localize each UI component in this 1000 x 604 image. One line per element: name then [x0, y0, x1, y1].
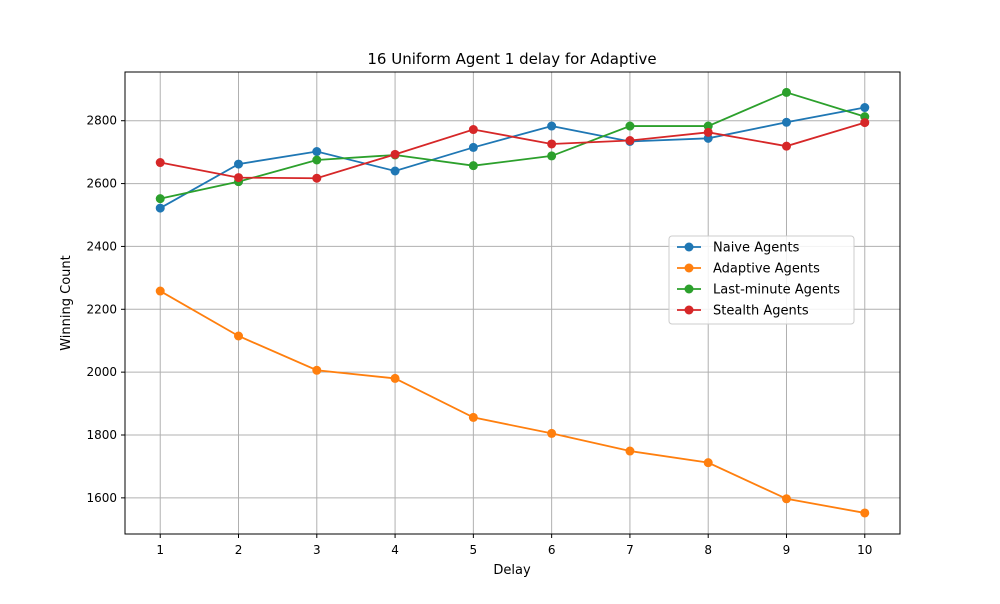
data-point-naive-agents: [155, 203, 165, 213]
data-point-naive-agents: [234, 159, 244, 169]
legend-item: Last-minute Agents: [677, 283, 840, 298]
legend-label: Last-minute Agents: [713, 283, 840, 298]
series-group: [155, 87, 870, 518]
series-naive-agents: [155, 103, 870, 213]
data-point-last-minute-agents: [312, 155, 322, 165]
data-point-last-minute-agents: [703, 121, 713, 131]
series-line-adaptive-agents: [159, 290, 865, 514]
series-line-naive-agents: [159, 106, 865, 209]
data-point-naive-agents: [390, 166, 400, 176]
x-tick-label: 9: [783, 543, 791, 557]
data-point-last-minute-agents: [155, 194, 165, 204]
y-tick-label: 2400: [86, 239, 117, 253]
data-point-stealth-agents: [547, 139, 557, 149]
data-point-last-minute-agents: [547, 151, 557, 161]
legend-item: Stealth Agents: [677, 304, 809, 319]
y-tick-label: 2000: [86, 365, 117, 379]
data-point-adaptive-agents: [468, 412, 478, 422]
legend-swatch-marker: [684, 242, 694, 252]
data-point-adaptive-agents: [312, 365, 322, 375]
x-tick-label: 8: [704, 543, 712, 557]
axis-ticks: 1 2 3 4 5 6 7 8 9 10 1600 1800 2000 2200 2400 2600 2800: [86, 114, 872, 557]
legend: Naive Agents Adaptive Agents Last-minute A…: [668, 235, 855, 325]
data-point-stealth-agents: [390, 149, 400, 159]
y-axis-label: Winning Count: [59, 255, 74, 351]
legend-swatch-marker: [684, 263, 694, 273]
legend-swatch-marker: [684, 284, 694, 294]
plot-frame: [124, 71, 901, 535]
data-point-adaptive-agents: [781, 494, 791, 504]
series-line-last-minute-agents: [160, 91, 866, 200]
data-point-stealth-agents: [234, 173, 244, 183]
data-point-naive-agents: [781, 117, 791, 127]
chart-title: 16 Uniform Agent 1 delay for Adaptive: [367, 50, 656, 68]
x-tick-label: 3: [313, 543, 321, 557]
data-point-last-minute-agents: [781, 87, 791, 97]
data-point-stealth-agents: [155, 158, 165, 168]
legend-label: Stealth Agents: [713, 304, 809, 319]
legend-item: Adaptive Agents: [677, 262, 820, 277]
data-point-adaptive-agents: [390, 373, 400, 383]
x-tick-label: 1: [156, 543, 164, 557]
x-tick-label: 2: [235, 543, 243, 557]
x-tick-label: 10: [857, 543, 872, 557]
y-tick-label: 2800: [86, 114, 117, 128]
data-point-adaptive-agents: [155, 286, 165, 296]
legend-item: Naive Agents: [677, 241, 800, 256]
legend-swatch-marker: [684, 305, 694, 315]
y-tick-label: 1600: [86, 491, 117, 505]
y-tick-label: 1800: [86, 428, 117, 442]
data-point-stealth-agents: [703, 127, 713, 137]
data-point-last-minute-agents: [625, 121, 635, 131]
x-tick-label: 4: [391, 543, 399, 557]
data-point-adaptive-agents: [860, 508, 870, 518]
data-point-naive-agents: [860, 103, 870, 113]
series-stealth-agents: [155, 118, 870, 183]
series-line-stealth-agents: [160, 121, 866, 180]
x-axis-label: Delay: [493, 563, 531, 578]
x-tick-label: 5: [470, 543, 478, 557]
x-tick-label: 6: [548, 543, 556, 557]
data-point-naive-agents: [312, 147, 322, 157]
legend-box: [668, 235, 855, 325]
x-tick-label: 7: [626, 543, 634, 557]
data-point-naive-agents: [547, 121, 557, 131]
data-point-stealth-agents: [781, 141, 791, 151]
legend-label: Adaptive Agents: [713, 262, 820, 277]
data-point-adaptive-agents: [234, 331, 244, 341]
data-point-stealth-agents: [625, 136, 635, 146]
y-tick-label: 2200: [86, 302, 117, 316]
data-point-naive-agents: [468, 142, 478, 152]
data-point-adaptive-agents: [703, 458, 713, 468]
data-point-stealth-agents: [468, 125, 478, 135]
data-point-adaptive-agents: [547, 428, 557, 438]
data-point-stealth-agents: [860, 118, 870, 128]
data-point-adaptive-agents: [625, 446, 635, 456]
legend-label: Naive Agents: [713, 241, 800, 256]
series-last-minute-agents: [155, 87, 870, 204]
series-adaptive-agents: [155, 286, 870, 518]
data-point-last-minute-agents: [468, 161, 478, 171]
data-point-stealth-agents: [312, 173, 322, 183]
y-tick-label: 2600: [86, 177, 117, 191]
